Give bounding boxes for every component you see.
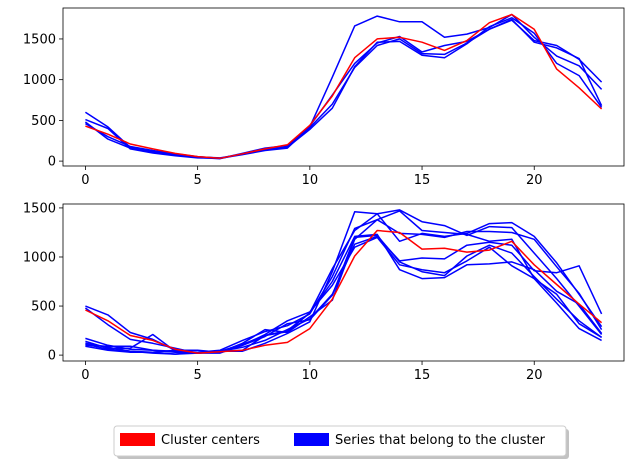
member-series-line-1-4 xyxy=(85,218,603,353)
y-tick-label: 0 xyxy=(48,349,56,364)
member-series-line-1-6 xyxy=(85,209,603,354)
member-series-line-0-2 xyxy=(84,17,603,160)
member-series-line-0-3 xyxy=(85,13,603,160)
legend-swatch-cluster-centers xyxy=(120,433,155,446)
x-tick-label: 0 xyxy=(81,368,89,383)
y-tick-label: 500 xyxy=(31,114,56,129)
member-series-line-1-1 xyxy=(85,211,603,354)
x-tick-label: 5 xyxy=(193,173,201,188)
member-series-line-1-5 xyxy=(85,210,602,355)
x-tick-label: 15 xyxy=(414,368,431,383)
x-tick-label: 20 xyxy=(526,368,543,383)
cluster-center-line-0-0 xyxy=(85,13,603,160)
legend-swatch-members xyxy=(294,433,329,446)
member-series-line-0-1 xyxy=(84,19,603,159)
cluster-center-line-1-0 xyxy=(85,229,603,354)
y-tick-label: 0 xyxy=(48,155,56,170)
bottom-chart: 0 5 10 15 20 0 500 1000 1500 xyxy=(23,201,625,383)
x-tick-label: 20 xyxy=(526,173,543,188)
y-tick-label: 1500 xyxy=(23,32,56,47)
x-tick-label: 0 xyxy=(81,173,89,188)
legend-label-cluster-centers: Cluster centers xyxy=(161,433,260,448)
y-tick-label: 1500 xyxy=(23,201,56,216)
axes-frame xyxy=(62,7,625,167)
axes-frame xyxy=(62,203,625,362)
x-tick-label: 5 xyxy=(193,368,201,383)
y-tick-label: 1000 xyxy=(23,250,56,265)
x-tick-label: 10 xyxy=(302,173,319,188)
legend: Cluster centers Series that belong to th… xyxy=(113,425,569,459)
x-tick-label: 15 xyxy=(414,173,431,188)
legend-label-members: Series that belong to the cluster xyxy=(335,433,546,448)
y-tick-label: 1000 xyxy=(23,73,56,88)
y-tick-label: 500 xyxy=(31,300,56,315)
x-tick-label: 10 xyxy=(302,368,319,383)
top-chart: 0 5 10 15 20 0 500 1000 1500 xyxy=(23,7,625,188)
